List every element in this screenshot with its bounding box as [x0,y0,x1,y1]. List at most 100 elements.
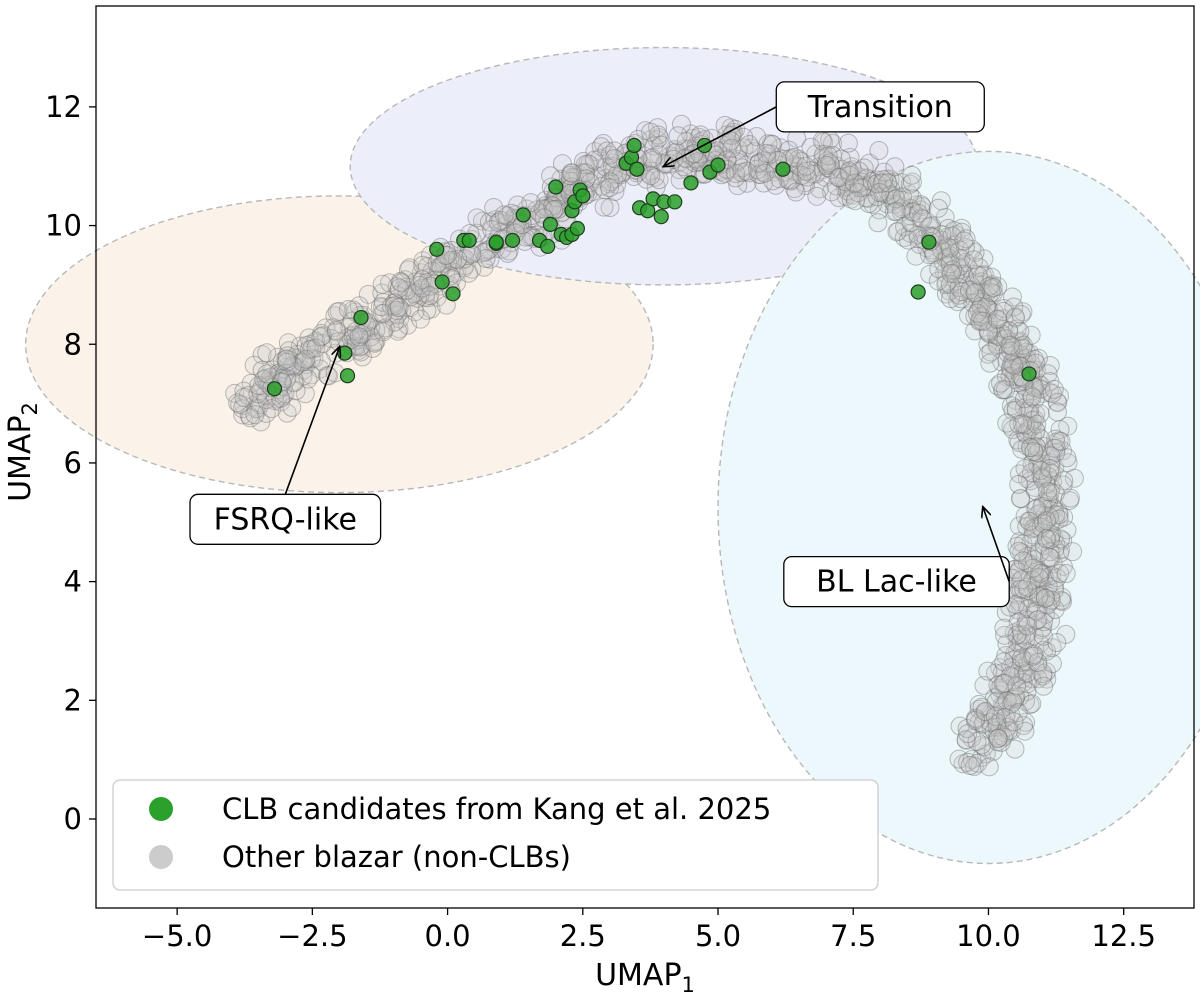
non-clb-point [1030,428,1050,448]
clb-point [429,241,445,257]
non-clb-point [809,157,829,177]
non-clb-point [1032,456,1052,476]
non-clb-point [1005,369,1025,389]
non-clb-point [1026,499,1046,519]
non-clb-point [462,259,482,279]
non-clb-point [665,140,685,160]
non-clb-point [302,339,322,359]
non-clb-point [1022,694,1042,714]
non-clb-point [894,227,914,247]
non-clb-point [821,155,841,175]
non-clb-point [681,145,701,165]
non-clb-point [991,373,1011,393]
non-clb-point [987,726,1007,746]
non-clb-point [978,302,998,322]
non-clb-point [1010,572,1030,592]
non-clb-point [286,356,306,376]
non-clb-point [845,191,865,211]
non-clb-point [1015,721,1035,741]
non-clb-point [944,221,964,241]
non-clb-point [1053,556,1073,576]
region-arrow-0 [284,347,339,495]
non-clb-point [1005,644,1025,664]
non-clb-point [967,732,987,752]
non-clb-point [1034,676,1054,696]
non-clb-point [959,283,979,303]
non-clb-point [934,252,954,272]
non-clb-point [968,265,988,285]
non-clb-point [1024,349,1044,369]
non-clb-point [766,175,786,195]
non-clb-point [1001,360,1021,380]
non-clb-point [1047,568,1067,588]
non-clb-point [1033,513,1053,533]
non-clb-point [561,168,581,188]
non-clb-point [983,741,1003,761]
non-clb-point [1030,576,1050,596]
non-clb-point [912,197,932,217]
non-clb-point [1058,453,1078,473]
legend-other-label: Other blazar (non-CLBs) [222,840,571,874]
non-clb-point [245,405,265,425]
non-clb-point [1044,528,1064,548]
non-clb-point [935,207,955,227]
clb-point [626,137,642,154]
non-clb-point [978,344,998,364]
non-clb-point [1035,588,1055,608]
non-clb-point [837,181,857,201]
non-clb-point [952,222,972,242]
non-clb-point [1029,568,1049,588]
non-clb-point [936,273,956,293]
non-clb-point [494,205,514,225]
non-clb-point [948,292,968,312]
non-clb-point [1013,664,1033,684]
region-annotation-0: FSRQ-like [189,347,382,545]
non-clb-point [987,715,1007,735]
non-clb-point [836,186,856,206]
non-clb-point [1020,694,1040,714]
non-clb-point [849,178,869,198]
non-clb-point [591,137,611,157]
non-clb-point [1001,357,1021,377]
non-clb-point [999,335,1019,355]
non-clb-point [1049,509,1069,529]
non-clb-point [608,164,628,184]
non-clb-point [995,723,1015,743]
non-clb-point [1042,566,1062,586]
non-clb-point [806,164,826,184]
non-clb-point [985,314,1005,334]
non-clb-point [958,752,978,772]
non-clb-point [985,303,1005,323]
non-clb-point [1022,454,1042,474]
non-clb-point [576,163,596,183]
non-clb-point [1038,364,1058,384]
non-clb-point [277,346,297,366]
clb-point [667,194,683,210]
non-clb-point [885,157,905,177]
non-clb-point [1012,669,1032,689]
non-clb-point [978,298,998,318]
non-clb-point [1045,429,1065,449]
non-clb-point [1023,544,1043,564]
non-clb-point [965,282,985,302]
non-clb-point [726,119,746,139]
y-axis-label-subscript: 2 [18,402,42,415]
non-clb-point [997,351,1017,371]
non-clb-point [1001,658,1021,678]
non-clb-point [843,185,863,205]
non-clb-point [975,702,995,722]
non-clb-point [973,275,993,295]
non-clb-point [277,357,297,377]
non-clb-point [681,124,701,144]
non-clb-point [284,357,304,377]
non-clb-point [684,153,704,173]
non-clb-point [1064,468,1084,488]
non-clb-point [1010,321,1030,341]
non-clb-point [1027,443,1047,463]
non-clb-point [966,708,986,728]
non-clb-point [388,321,408,341]
non-clb-point [1031,587,1051,607]
non-clb-point [1016,609,1036,629]
non-clb-point [967,303,987,323]
non-clb-point [1033,494,1053,514]
